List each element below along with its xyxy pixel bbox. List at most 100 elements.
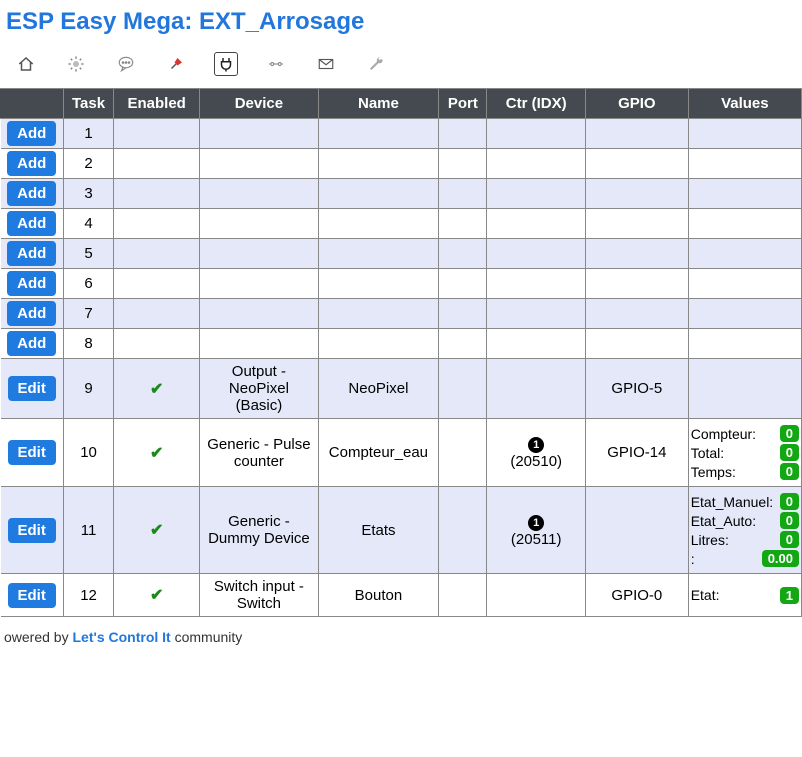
table-row: Add 4	[1, 209, 802, 239]
wrench-icon[interactable]	[364, 52, 388, 76]
values-cell	[688, 149, 801, 179]
enabled-cell	[114, 329, 200, 359]
mail-icon[interactable]	[314, 52, 338, 76]
port-cell	[439, 329, 487, 359]
ctr-cell	[487, 239, 586, 269]
ctr-cell: 1(20511)	[487, 487, 586, 574]
footer-link[interactable]: Let's Control It	[72, 629, 170, 645]
device-cell: Output - NeoPixel (Basic)	[200, 359, 318, 419]
enabled-cell	[114, 269, 200, 299]
ctr-idx-value: (20510)	[491, 453, 581, 470]
col-header-enabled: Enabled	[114, 89, 200, 119]
port-cell	[439, 574, 487, 617]
name-cell: Compteur_eau	[318, 419, 439, 487]
port-cell	[439, 359, 487, 419]
task-number: 3	[63, 179, 113, 209]
name-cell: NeoPixel	[318, 359, 439, 419]
enabled-cell	[114, 299, 200, 329]
gpio-cell: GPIO-0	[585, 574, 688, 617]
device-cell	[200, 329, 318, 359]
plug-icon[interactable]	[214, 52, 238, 76]
gpio-cell	[585, 179, 688, 209]
check-icon: ✔	[150, 587, 163, 604]
device-cell: Generic - Pulse counter	[200, 419, 318, 487]
home-icon[interactable]	[14, 52, 38, 76]
task-number: 5	[63, 239, 113, 269]
add-button[interactable]: Add	[7, 241, 56, 266]
name-cell	[318, 239, 439, 269]
add-button[interactable]: Add	[7, 331, 56, 356]
add-button[interactable]: Add	[7, 301, 56, 326]
edit-button[interactable]: Edit	[8, 440, 56, 465]
title-name: EXT_Arrosage	[199, 8, 364, 35]
values-cell	[688, 179, 801, 209]
add-button[interactable]: Add	[7, 211, 56, 236]
values-cell	[688, 209, 801, 239]
value-row: Compteur:0	[691, 425, 799, 442]
value-row: Total:0	[691, 444, 799, 461]
task-number: 7	[63, 299, 113, 329]
device-cell	[200, 209, 318, 239]
table-row: Add 3	[1, 179, 802, 209]
add-button[interactable]: Add	[7, 151, 56, 176]
main-toolbar	[0, 42, 802, 88]
add-button[interactable]: Add	[7, 181, 56, 206]
col-header-btn	[1, 89, 64, 119]
port-cell	[439, 239, 487, 269]
enabled-cell: ✔	[114, 419, 200, 487]
gear-icon[interactable]	[64, 52, 88, 76]
value-label: Etat_Auto:	[691, 513, 756, 529]
values-cell	[688, 299, 801, 329]
hardware-icon[interactable]	[264, 52, 288, 76]
edit-button[interactable]: Edit	[8, 583, 56, 608]
value-badge: 0	[780, 425, 799, 442]
enabled-cell	[114, 209, 200, 239]
value-label: :	[691, 551, 695, 567]
name-cell	[318, 149, 439, 179]
value-label: Etat_Manuel:	[691, 494, 774, 510]
task-number: 6	[63, 269, 113, 299]
gpio-cell	[585, 149, 688, 179]
task-number: 10	[63, 419, 113, 487]
value-label: Etat:	[691, 587, 720, 603]
ctr-index-icon: 1	[528, 437, 544, 453]
ctr-cell: 1(20510)	[487, 419, 586, 487]
table-row: Edit10✔Generic - Pulse counterCompteur_e…	[1, 419, 802, 487]
port-cell	[439, 299, 487, 329]
add-button[interactable]: Add	[7, 271, 56, 296]
name-cell	[318, 179, 439, 209]
value-badge: 1	[780, 587, 799, 604]
task-number: 4	[63, 209, 113, 239]
ctr-cell	[487, 574, 586, 617]
name-cell: Etats	[318, 487, 439, 574]
name-cell	[318, 269, 439, 299]
value-label: Total:	[691, 445, 724, 461]
port-cell	[439, 149, 487, 179]
values-cell	[688, 119, 801, 149]
task-number: 1	[63, 119, 113, 149]
col-header-task: Task	[63, 89, 113, 119]
name-cell	[318, 329, 439, 359]
add-button[interactable]: Add	[7, 121, 56, 146]
port-cell	[439, 487, 487, 574]
gpio-cell: GPIO-5	[585, 359, 688, 419]
value-badge: 0	[780, 512, 799, 529]
ctr-cell	[487, 329, 586, 359]
port-cell	[439, 179, 487, 209]
table-row: Add 5	[1, 239, 802, 269]
task-number: 12	[63, 574, 113, 617]
gpio-cell	[585, 269, 688, 299]
port-cell	[439, 209, 487, 239]
value-badge: 0.00	[762, 550, 799, 567]
values-cell	[688, 239, 801, 269]
task-number: 11	[63, 487, 113, 574]
pin-icon[interactable]	[164, 52, 188, 76]
value-row: Etat_Auto: 0	[691, 512, 799, 529]
ctr-index-icon: 1	[528, 515, 544, 531]
speech-icon[interactable]	[114, 52, 138, 76]
edit-button[interactable]: Edit	[8, 518, 56, 543]
gpio-cell	[585, 299, 688, 329]
edit-button[interactable]: Edit	[8, 376, 56, 401]
col-header-values: Values	[688, 89, 801, 119]
col-header-device: Device	[200, 89, 318, 119]
